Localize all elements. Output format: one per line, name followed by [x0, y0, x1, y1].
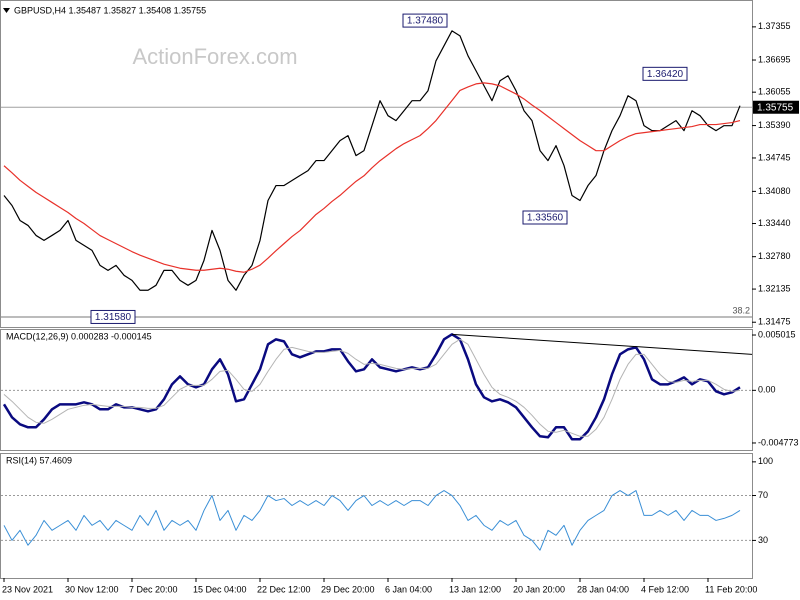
y-tick-label: 1.37355: [758, 21, 791, 31]
x-tick-label: 15 Dec 04:00: [193, 584, 247, 594]
panel-title: GBPUSD,H4 1.35487 1.35827 1.35408 1.3575…: [14, 5, 206, 15]
series-line: [3, 338, 741, 437]
x-tick-label: 7 Dec 20:00: [129, 584, 178, 594]
series-line: [2, 333, 741, 441]
last-price-tag: [753, 100, 799, 114]
x-tick-label: 28 Jan 04:00: [577, 584, 629, 594]
y-tick-label: 1.36695: [758, 54, 791, 64]
panel-title: MACD(12,26,9) 0.000283 -0.000145: [6, 331, 152, 341]
y-tick-label: -0.004773: [758, 437, 799, 447]
annotation-box: [90, 309, 136, 324]
x-tick-label: 29 Dec 20:00: [321, 584, 375, 594]
x-tick-label: 6 Jan 04:00: [385, 584, 432, 594]
x-tick-label: 11 Feb 20:00: [705, 584, 757, 594]
y-tick-label: 1.32780: [758, 251, 791, 261]
annotation-label: 1.37480: [407, 16, 444, 27]
y-tick-label: 1.33440: [758, 218, 791, 228]
panel-title: RSI(14) 57.4609: [6, 455, 72, 465]
annotation-label: 1.36420: [647, 69, 684, 80]
annotation-box: [642, 66, 688, 81]
y-tick-label: 100: [758, 456, 773, 466]
y-tick-label: 70: [758, 490, 768, 500]
rsi-panel: [0, 453, 753, 579]
y-tick-label: 30: [758, 535, 768, 545]
series-line: [3, 490, 741, 551]
fib-label: 38.2: [732, 305, 750, 315]
x-tick-label: 23 Nov 2021: [2, 584, 53, 594]
annotation-box: [522, 210, 568, 225]
y-tick-label: 1.34080: [758, 186, 791, 196]
trendline: [451, 333, 753, 355]
y-tick-label: 0.005015: [758, 329, 796, 339]
annotation-label: 1.31580: [95, 312, 132, 323]
price-panel: [0, 0, 753, 328]
series-line: [3, 30, 741, 291]
menu-arrow: [3, 8, 10, 13]
x-tick-label: 4 Feb 12:00: [641, 584, 689, 594]
x-tick-label: 30 Nov 12:00: [65, 584, 119, 594]
y-tick-label: 1.32135: [758, 283, 791, 293]
x-tick-label: 20 Jan 20:00: [513, 584, 565, 594]
watermark: ActionForex.com: [132, 44, 297, 69]
x-tick-label: 22 Dec 12:00: [257, 584, 311, 594]
y-tick-label: 1.34745: [758, 152, 791, 162]
series-line: [3, 82, 741, 273]
last-price-label: 1.35755: [757, 102, 794, 113]
y-tick-label: 1.36055: [758, 87, 791, 97]
x-tick-label: 13 Jan 12:00: [449, 584, 501, 594]
annotation-box: [402, 13, 448, 28]
annotation-label: 1.33560: [527, 213, 564, 224]
y-tick-label: 1.31475: [758, 317, 791, 327]
y-tick-label: 1.35390: [758, 120, 791, 130]
y-tick-label: 0.00: [758, 385, 776, 395]
